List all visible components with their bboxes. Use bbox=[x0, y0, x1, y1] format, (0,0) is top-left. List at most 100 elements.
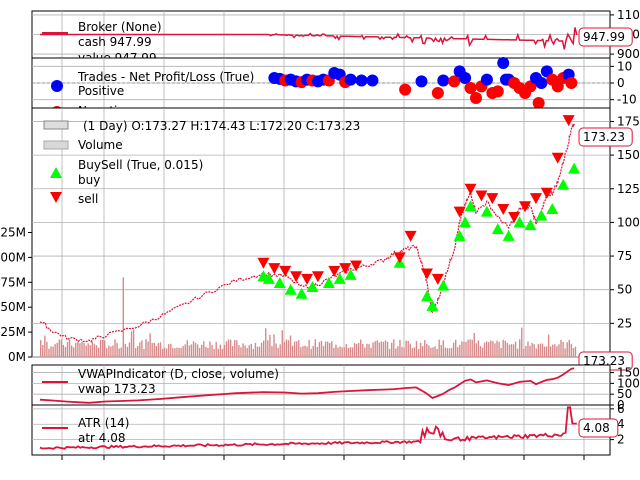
volume-bar bbox=[85, 345, 87, 357]
volume-bar bbox=[432, 347, 434, 357]
volume-bar bbox=[395, 348, 397, 357]
volume-bar bbox=[194, 342, 197, 357]
volume-bar bbox=[512, 344, 515, 357]
volume-bar bbox=[566, 342, 568, 357]
buy-marker bbox=[491, 223, 504, 235]
volume-bar bbox=[442, 340, 445, 357]
volume-bar bbox=[510, 344, 513, 357]
volume-bar bbox=[547, 334, 550, 357]
volume-bar bbox=[116, 342, 118, 357]
sell-marker bbox=[290, 271, 303, 283]
volume-bar bbox=[426, 343, 428, 357]
volume-bar bbox=[345, 344, 347, 357]
trade-positive-marker bbox=[366, 74, 379, 87]
sell-marker bbox=[420, 268, 433, 280]
volume-bar bbox=[360, 339, 362, 357]
volume-bar bbox=[293, 341, 296, 357]
price-frame bbox=[31, 107, 611, 358]
volume-bar bbox=[401, 346, 403, 357]
volume-bar bbox=[302, 346, 304, 357]
volume-bar bbox=[192, 341, 195, 357]
volume-bar bbox=[384, 340, 387, 357]
volume-bar bbox=[262, 340, 265, 357]
volume-bar bbox=[570, 343, 573, 357]
volume-bar bbox=[48, 348, 50, 357]
volume-bar bbox=[139, 342, 141, 357]
volume-bar bbox=[554, 344, 556, 357]
volume-bar bbox=[52, 346, 54, 357]
price-ytick-label: 125 bbox=[617, 182, 640, 196]
volume-bar bbox=[151, 342, 153, 357]
buy-marker bbox=[420, 290, 433, 302]
volume-bar bbox=[351, 347, 354, 357]
trades-legend-positive-marker bbox=[51, 80, 63, 92]
volume-bar bbox=[494, 343, 496, 357]
price-legend-buy: buy bbox=[78, 173, 100, 187]
volume-bar bbox=[403, 347, 405, 357]
volume-bar bbox=[157, 343, 160, 357]
sell-marker bbox=[486, 193, 499, 205]
volume-bar bbox=[165, 348, 168, 357]
volume-bar bbox=[549, 346, 552, 357]
buy-marker bbox=[322, 276, 335, 288]
price-legend-volume-icon bbox=[43, 140, 69, 150]
volume-bar bbox=[560, 339, 562, 357]
volume-bar bbox=[446, 348, 449, 357]
volume-bar bbox=[533, 344, 535, 357]
volume-bar bbox=[300, 347, 302, 357]
volume-bar bbox=[308, 339, 310, 357]
price-legend-buysell: BuySell (True, 0.015) bbox=[78, 158, 203, 172]
volume-bar bbox=[306, 346, 308, 357]
volume-ytick-label: 0M bbox=[8, 350, 26, 364]
volume-bar bbox=[457, 347, 459, 357]
volume-bar bbox=[463, 342, 465, 357]
buy-marker bbox=[344, 268, 357, 280]
volume-bar bbox=[122, 277, 124, 357]
volume-bar bbox=[469, 339, 471, 357]
volume-bar bbox=[128, 342, 131, 357]
volume-bar bbox=[391, 342, 393, 357]
buy-marker bbox=[524, 219, 537, 231]
trade-negative-marker bbox=[532, 97, 545, 109]
buy-marker bbox=[480, 205, 493, 217]
volume-bar bbox=[227, 339, 230, 357]
atr-last-value-text: 4.08 bbox=[583, 421, 610, 435]
volume-bar bbox=[335, 344, 337, 357]
volume-bar bbox=[42, 344, 44, 357]
atr-legend-title: ATR (14) bbox=[78, 416, 129, 430]
price-legend-sell-icon bbox=[50, 192, 62, 203]
sell-marker bbox=[464, 183, 477, 195]
sell-marker bbox=[350, 260, 363, 272]
volume-bar bbox=[316, 346, 319, 357]
volume-bar bbox=[298, 340, 300, 357]
price-legend-sell: sell bbox=[78, 192, 98, 206]
volume-bar bbox=[514, 341, 517, 357]
volume-bar bbox=[97, 347, 100, 357]
volume-bar bbox=[488, 342, 490, 357]
price-last-value-text: 173.23 bbox=[583, 130, 625, 144]
volume-bar bbox=[506, 342, 509, 357]
volume-bar bbox=[436, 348, 438, 357]
volume-bar bbox=[145, 339, 147, 357]
volume-bar bbox=[552, 344, 554, 357]
volume-bar bbox=[159, 342, 162, 357]
volume-bar bbox=[434, 346, 436, 357]
volume-bar bbox=[521, 327, 523, 357]
volume-bar bbox=[477, 340, 480, 357]
buy-marker bbox=[557, 178, 570, 190]
volume-bar bbox=[238, 345, 240, 357]
volume-bar bbox=[529, 345, 531, 357]
volume-bar bbox=[234, 340, 236, 357]
trade-negative-marker bbox=[399, 83, 412, 96]
atr-legend-value: atr 4.08 bbox=[78, 431, 126, 445]
volume-bar bbox=[508, 344, 511, 357]
volume-bar bbox=[326, 341, 329, 357]
volume-bar bbox=[223, 344, 226, 357]
volume-bar bbox=[461, 341, 463, 357]
volume-bar bbox=[556, 346, 558, 357]
trade-positive-marker bbox=[437, 74, 450, 87]
volume-bar bbox=[320, 340, 323, 357]
volume-bar bbox=[333, 347, 335, 357]
volume-bar bbox=[419, 342, 422, 357]
volume-bar bbox=[372, 342, 374, 357]
